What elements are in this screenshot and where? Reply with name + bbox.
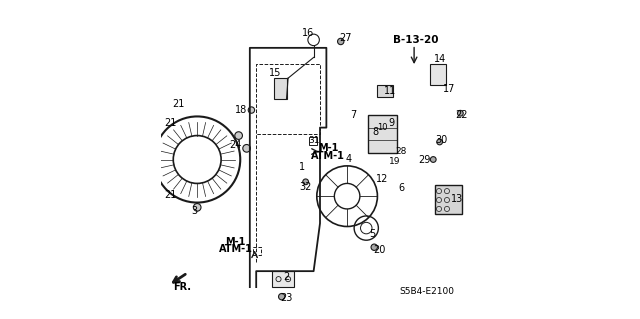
Text: M-1: M-1 xyxy=(318,143,338,153)
Circle shape xyxy=(193,204,201,211)
Text: 2: 2 xyxy=(284,272,290,282)
Bar xyxy=(274,78,287,99)
Text: 22: 22 xyxy=(456,110,468,121)
Text: FR.: FR. xyxy=(173,282,191,292)
Text: 6: 6 xyxy=(398,183,404,193)
Text: 15: 15 xyxy=(269,68,282,78)
Circle shape xyxy=(436,139,442,145)
Text: 21: 21 xyxy=(164,118,176,128)
Text: 17: 17 xyxy=(443,84,456,94)
Bar xyxy=(378,85,394,97)
Text: 13: 13 xyxy=(451,194,463,204)
Text: ATM-1: ATM-1 xyxy=(311,151,345,161)
Text: 29: 29 xyxy=(419,155,431,165)
Text: 21: 21 xyxy=(172,99,184,109)
Text: ATM-1: ATM-1 xyxy=(218,244,252,254)
Circle shape xyxy=(243,145,250,152)
Text: 24: 24 xyxy=(230,140,242,150)
Bar xyxy=(430,64,446,85)
Text: 32: 32 xyxy=(300,182,312,192)
Text: S5B4-E2100: S5B4-E2100 xyxy=(399,287,454,296)
Bar xyxy=(272,271,294,287)
Circle shape xyxy=(248,107,255,113)
Circle shape xyxy=(337,38,344,45)
Text: 27: 27 xyxy=(339,33,352,43)
Circle shape xyxy=(235,132,243,139)
Text: 14: 14 xyxy=(433,54,445,64)
Text: 30: 30 xyxy=(436,135,448,145)
Text: B-13-20: B-13-20 xyxy=(393,35,438,45)
Text: 1: 1 xyxy=(300,162,305,173)
Text: 23: 23 xyxy=(280,293,292,303)
Text: 12: 12 xyxy=(376,174,388,184)
Circle shape xyxy=(430,157,436,162)
Text: 8: 8 xyxy=(372,127,379,137)
Text: 5: 5 xyxy=(369,229,375,240)
Text: 31: 31 xyxy=(308,137,319,145)
Text: 18: 18 xyxy=(235,105,247,115)
Text: 4: 4 xyxy=(346,154,352,165)
Text: 20: 20 xyxy=(373,245,385,256)
Text: 19: 19 xyxy=(389,157,401,166)
Text: 21: 21 xyxy=(164,189,176,200)
Circle shape xyxy=(303,179,308,185)
Bar xyxy=(253,247,261,255)
Circle shape xyxy=(458,110,463,116)
Bar xyxy=(435,185,462,214)
Text: 7: 7 xyxy=(350,110,356,120)
Text: 10: 10 xyxy=(377,123,387,132)
Bar xyxy=(368,115,397,153)
Bar xyxy=(309,137,317,145)
Circle shape xyxy=(278,293,285,300)
Text: 3: 3 xyxy=(191,205,197,216)
Text: 28: 28 xyxy=(396,147,407,156)
Text: 16: 16 xyxy=(302,28,314,39)
Text: 9: 9 xyxy=(388,118,395,128)
Circle shape xyxy=(152,132,159,139)
Text: 11: 11 xyxy=(384,86,396,96)
Text: M-1: M-1 xyxy=(225,237,246,248)
Circle shape xyxy=(371,244,378,250)
